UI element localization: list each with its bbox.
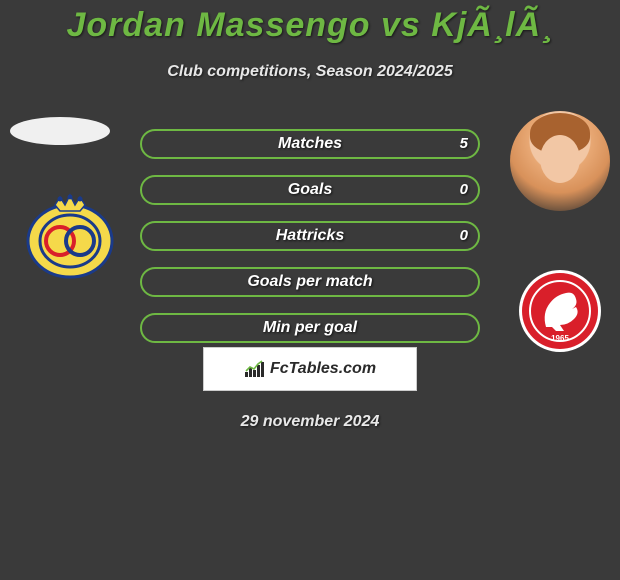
- comparison-card: Jordan Massengo vs KjÃ¸lÃ¸ Club competit…: [0, 0, 620, 580]
- attribution-logo: FcTables.com: [244, 360, 376, 378]
- stat-row-goals: Goals 0: [140, 175, 480, 205]
- stat-right-value: 0: [460, 223, 468, 249]
- stat-label: Min per goal: [142, 315, 478, 341]
- player-right-avatar: [510, 111, 610, 211]
- stat-row-hattricks: Hattricks 0: [140, 221, 480, 251]
- stat-right-value: 0: [460, 177, 468, 203]
- attribution-text: FcTables.com: [270, 360, 376, 378]
- stats-area: 1965 Matches 5 Goals 0 Hattricks 0 Go: [0, 117, 620, 431]
- stat-row-gpm: Goals per match: [140, 267, 480, 297]
- stat-label: Goals per match: [142, 269, 478, 295]
- badge-year-text: 1965: [551, 334, 569, 343]
- stat-row-mpg: Min per goal: [140, 313, 480, 343]
- stat-label: Goals: [142, 177, 478, 203]
- comparison-title: Jordan Massengo vs KjÃ¸lÃ¸: [0, 0, 620, 45]
- stat-bars: Matches 5 Goals 0 Hattricks 0 Goals per …: [140, 129, 480, 343]
- stat-row-matches: Matches 5: [140, 129, 480, 159]
- club-left-badge: [20, 189, 120, 279]
- bar-chart-icon: [244, 360, 266, 378]
- player-left-avatar: [10, 117, 110, 145]
- club-right-badge: 1965: [518, 269, 602, 353]
- stat-right-value: 5: [460, 131, 468, 157]
- comparison-date: 29 november 2024: [0, 413, 620, 431]
- stat-label: Matches: [142, 131, 478, 157]
- stat-label: Hattricks: [142, 223, 478, 249]
- attribution-box[interactable]: FcTables.com: [203, 347, 417, 391]
- comparison-subtitle: Club competitions, Season 2024/2025: [0, 63, 620, 81]
